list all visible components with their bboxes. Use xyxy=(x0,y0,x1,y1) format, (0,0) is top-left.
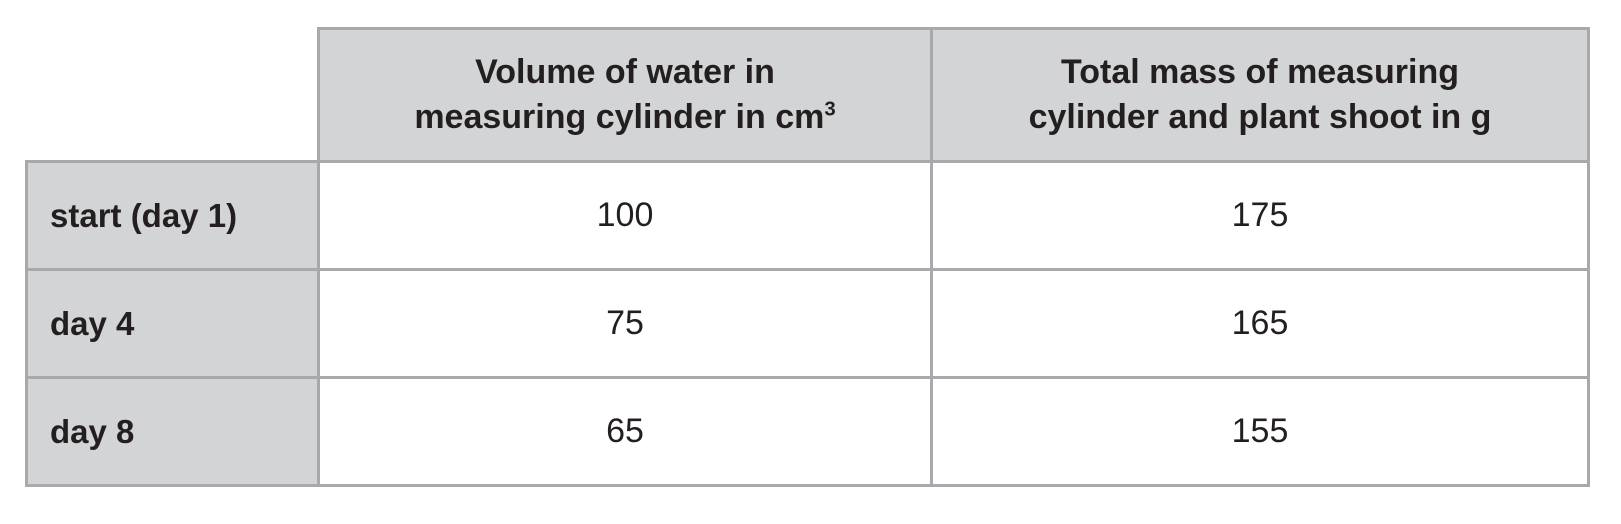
table-row-day-8: day 8 65 155 xyxy=(25,376,1590,487)
header-mass-line1: Total mass of measuring xyxy=(1060,53,1460,91)
header-volume-superscript: 3 xyxy=(824,98,836,121)
header-volume-line2: measuring cylinder in cm xyxy=(414,98,825,136)
row-label: start (day 1) xyxy=(25,160,320,271)
header-mass-line2: cylinder and plant shoot in g xyxy=(1028,98,1492,136)
header-row: Volume of water in measuring cylinder in… xyxy=(26,27,1590,163)
cell-volume: 75 xyxy=(317,268,933,379)
column-header-volume: Volume of water in measuring cylinder in… xyxy=(317,27,933,163)
cell-volume: 100 xyxy=(317,160,933,271)
cell-volume: 65 xyxy=(317,376,933,487)
header-volume-line1: Volume of water in xyxy=(475,53,775,91)
cell-mass: 155 xyxy=(930,376,1590,487)
corner-cell xyxy=(26,28,319,162)
table-row-start-day-1: start (day 1) 100 175 xyxy=(25,160,1590,271)
table-row-day-4: day 4 75 165 xyxy=(25,268,1590,379)
row-label: day 8 xyxy=(25,376,320,487)
cell-mass: 175 xyxy=(930,160,1590,271)
column-header-mass: Total mass of measuring cylinder and pla… xyxy=(930,27,1590,163)
row-label: day 4 xyxy=(25,268,320,379)
measurement-table: Volume of water in measuring cylinder in… xyxy=(25,27,1590,487)
cell-mass: 165 xyxy=(930,268,1590,379)
